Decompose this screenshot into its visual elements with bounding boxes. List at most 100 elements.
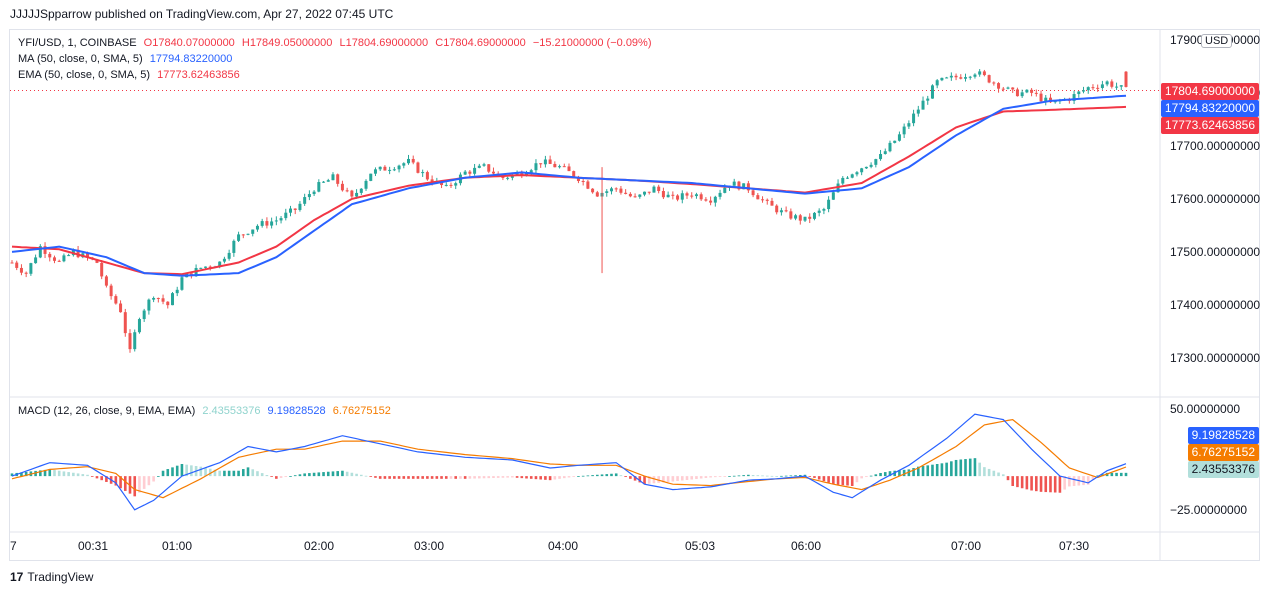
macd-histogram-bar <box>440 476 443 479</box>
macd-histogram-bar <box>478 476 481 479</box>
macd-histogram-bar <box>1011 476 1015 486</box>
candle-body <box>784 210 788 212</box>
macd-histogram-bar <box>600 474 604 477</box>
macd-histogram-bar <box>987 468 991 477</box>
ma-price-tag: 17794.83220000 <box>1160 100 1259 117</box>
candle-body <box>1096 87 1100 89</box>
ema-label[interactable]: EMA (50, close, 0, SMA, 5) <box>18 69 151 81</box>
macd-histogram-bar <box>917 466 920 477</box>
candle-body <box>609 188 613 192</box>
candle-body <box>364 180 368 189</box>
candle-body <box>477 165 481 168</box>
macd-histogram-bar <box>388 476 391 479</box>
macd-histogram-bar <box>931 464 934 477</box>
candle-body <box>175 289 179 294</box>
macd-histogram-bar <box>1044 476 1048 493</box>
candle-body <box>416 162 420 173</box>
macd-histogram-bar <box>275 476 278 479</box>
candle-body <box>916 109 920 114</box>
macd-histogram-bar <box>629 476 632 479</box>
currency-button[interactable]: USD <box>1201 34 1233 48</box>
macd-histogram-bar <box>345 471 349 477</box>
candle-body <box>109 285 113 297</box>
ema-price-tag: 17773.62463856 <box>1160 117 1259 134</box>
macd-histogram-bar <box>817 476 821 480</box>
candle-body <box>232 240 236 253</box>
ma-label[interactable]: MA (50, close, 0, SMA, 5) <box>18 53 143 65</box>
macd-histogram-bar <box>954 459 958 477</box>
candle-body <box>10 262 14 264</box>
candle-body <box>1086 87 1090 91</box>
candle-body <box>543 159 547 165</box>
macd-label[interactable]: MACD (12, 26, close, 9, EMA, EMA) <box>18 405 196 417</box>
macd-histogram-bar <box>326 471 330 477</box>
time-axis-label: 7 <box>10 539 17 553</box>
macd-histogram-bar <box>1091 476 1095 481</box>
candle-body <box>638 194 642 197</box>
macd-histogram-bar <box>303 473 306 477</box>
macd-histogram-bar <box>506 476 509 478</box>
candle-body <box>378 166 382 170</box>
candle-body <box>383 166 387 171</box>
candle-body <box>643 191 647 195</box>
candle-body <box>1001 88 1005 90</box>
candle-body <box>199 267 203 269</box>
candle-body <box>95 259 99 263</box>
macd-histogram-bar <box>331 471 335 477</box>
macd-histogram-bar <box>666 476 670 482</box>
candle-body <box>468 171 472 174</box>
macd-histogram-bar <box>369 476 373 477</box>
macd-histogram-bar <box>874 474 878 477</box>
candle-body <box>430 179 434 183</box>
macd-histogram-bar <box>836 476 840 485</box>
macd-histogram-bar <box>449 476 453 479</box>
macd-histogram-bar <box>638 476 642 483</box>
macd-line-value: 9.19828528 <box>267 405 326 417</box>
macd-line <box>11 413 1127 511</box>
macd-histogram-bar <box>784 475 788 477</box>
macd-histogram-bar <box>973 458 977 477</box>
tradingview-logo-icon: 17 <box>10 570 24 584</box>
macd-histogram-bar <box>865 476 868 478</box>
macd-histogram-bar <box>180 464 184 477</box>
macd-histogram-bar <box>426 476 429 479</box>
macd-histogram-bar <box>652 476 656 484</box>
candle-body <box>562 166 566 168</box>
macd-histogram-bar <box>454 476 458 479</box>
candle-body <box>397 165 401 170</box>
macd-histogram-bar <box>968 458 972 477</box>
macd-histogram-bar <box>723 476 727 477</box>
macd-histogram-bar <box>175 465 179 477</box>
macd-histogram-bar <box>983 467 986 477</box>
macd-histogram-bar <box>605 474 609 477</box>
candle-body <box>619 188 623 193</box>
candle-body <box>676 195 680 200</box>
macd-histogram-bar <box>1124 472 1128 477</box>
candle-body <box>746 183 750 191</box>
time-axis-label: 03:00 <box>414 539 444 553</box>
candle-body <box>170 293 174 306</box>
macd-histogram-bar <box>770 475 774 477</box>
candle-body <box>270 221 274 226</box>
macd-histogram-bar <box>360 474 363 477</box>
macd-histogram-bar <box>459 476 462 479</box>
macd-histogram-bar <box>945 462 948 477</box>
candle-body <box>954 75 958 78</box>
macd-histogram-bar <box>572 476 576 477</box>
candle-body <box>841 177 845 184</box>
candle-body <box>822 209 826 211</box>
macd-histogram-bar <box>463 476 467 479</box>
macd-histogram-bar <box>515 476 519 478</box>
candle-body <box>279 218 283 221</box>
tradingview-brand[interactable]: 17 TradingView <box>10 570 93 584</box>
macd-histogram-bar <box>72 472 75 477</box>
candle-body <box>303 197 307 204</box>
macd-histogram-bar <box>57 470 61 477</box>
macd-histogram-bar <box>912 468 915 477</box>
macd-histogram-bar <box>789 475 793 477</box>
candle-body <box>704 199 708 201</box>
symbol-name[interactable]: YFI/USD, 1, COINBASE <box>18 37 137 49</box>
macd-histogram-bar <box>1020 476 1024 489</box>
macd-histogram-bar <box>270 476 273 477</box>
